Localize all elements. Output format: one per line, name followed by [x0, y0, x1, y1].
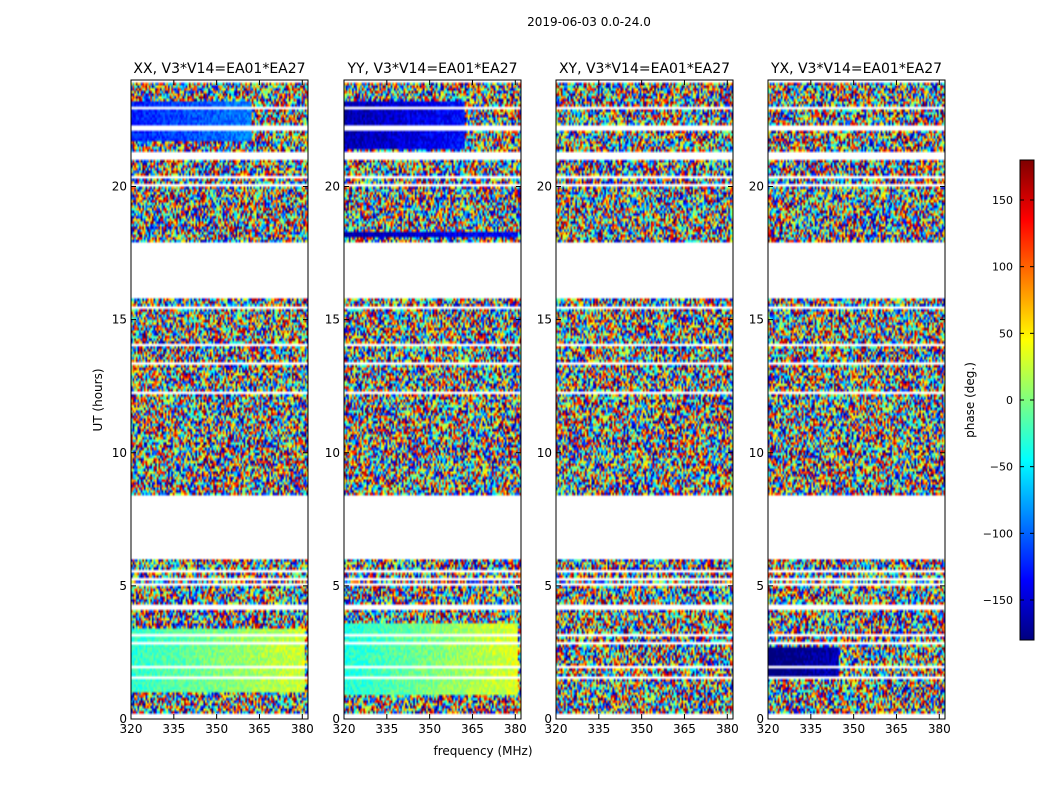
colorbar-tick-label: 0 — [1006, 394, 1013, 407]
panel-frame — [767, 79, 946, 720]
y-tick-label: 10 — [325, 446, 340, 460]
panel-frame — [130, 79, 309, 720]
colorbar-tick-label: −100 — [983, 527, 1013, 540]
y-tick-label: 10 — [112, 446, 127, 460]
panel-title: XX, V3*V14=EA01*EA27 — [133, 61, 305, 77]
x-tick-label: 335 — [162, 722, 185, 736]
y-tick-label: 15 — [749, 313, 764, 327]
y-tick-label: 20 — [325, 180, 340, 194]
y-tick-label: 5 — [544, 579, 552, 593]
heatmap-cells-1 — [131, 80, 308, 719]
x-tick-label: 365 — [248, 722, 271, 736]
panel-title: YY, V3*V14=EA01*EA27 — [346, 61, 517, 77]
y-tick-label: 15 — [112, 313, 127, 327]
x-tick-label: 320 — [120, 722, 143, 736]
x-tick-label: 350 — [418, 722, 441, 736]
panel-title: YX, V3*V14=EA01*EA27 — [770, 61, 942, 77]
y-axis-label: UT (hours) — [91, 368, 105, 431]
heatmap-cells-3 — [556, 80, 733, 719]
colorbar-tick-label: 150 — [992, 194, 1013, 207]
colorbar-tick-label: −150 — [983, 594, 1013, 607]
colorbar-label: phase (deg.) — [963, 362, 977, 438]
figure-suptitle: 2019-06-03 0.0-24.0 — [527, 15, 651, 29]
x-tick-label: 335 — [799, 722, 822, 736]
heatmap-cells-2 — [344, 80, 521, 719]
x-tick-label: 320 — [545, 722, 568, 736]
colorbar-tick-label: 100 — [992, 261, 1013, 274]
x-tick-label: 380 — [928, 722, 951, 736]
heatmap-cells-4 — [768, 80, 945, 719]
x-tick-label: 350 — [205, 722, 228, 736]
heatmap-panel-3: XY, V3*V14=EA01*EA27 320 335 350 365 380 0 5 10 1… — [537, 61, 739, 736]
x-tick-label: 350 — [630, 722, 653, 736]
y-tick-label: 0 — [332, 712, 340, 726]
x-tick-label: 320 — [757, 722, 780, 736]
colorbar: 150 100 50 0 −50 −100 −150 phase (deg.) — [963, 159, 1035, 641]
panel-title: XY, V3*V14=EA01*EA27 — [559, 61, 730, 77]
y-tick-label: 0 — [119, 712, 127, 726]
y-tick-label: 5 — [332, 579, 340, 593]
panel-frame — [343, 79, 522, 720]
x-tick-label: 365 — [461, 722, 484, 736]
y-tick-label: 5 — [119, 579, 127, 593]
y-tick-label: 15 — [537, 313, 552, 327]
y-tick-label: 10 — [537, 446, 552, 460]
x-tick-label: 320 — [333, 722, 356, 736]
y-tick-label: 0 — [544, 712, 552, 726]
heatmap-panel-2: YY, V3*V14=EA01*EA27 320 335 350 365 380 0 5 10 1… — [325, 61, 527, 736]
x-tick-label: 380 — [716, 722, 739, 736]
x-tick-label: 365 — [673, 722, 696, 736]
x-tick-label: 380 — [291, 722, 314, 736]
y-tick-label: 20 — [749, 180, 764, 194]
x-tick-label: 335 — [375, 722, 398, 736]
x-tick-label: 350 — [842, 722, 865, 736]
panels-group: XX, V3*V14=EA01*EA27 320 335 350 365 380 0 5 10 1… — [112, 61, 951, 736]
y-tick-label: 20 — [112, 180, 127, 194]
y-tick-label: 15 — [325, 313, 340, 327]
y-tick-label: 10 — [749, 446, 764, 460]
x-tick-label: 335 — [587, 722, 610, 736]
x-axis-label: frequency (MHz) — [433, 744, 532, 758]
y-tick-label: 5 — [756, 579, 764, 593]
x-tick-label: 365 — [885, 722, 908, 736]
panel-frame — [555, 79, 734, 720]
colorbar-ticks: 150 100 50 0 −50 −100 −150 — [983, 194, 1034, 607]
y-tick-label: 0 — [756, 712, 764, 726]
colorbar-tick-label: −50 — [990, 461, 1013, 474]
heatmap-panel-1: XX, V3*V14=EA01*EA27 320 335 350 365 380 0 5 10 1… — [112, 61, 314, 736]
y-tick-label: 20 — [537, 180, 552, 194]
x-tick-label: 380 — [504, 722, 527, 736]
heatmap-panel-4: YX, V3*V14=EA01*EA27 320 335 350 365 380 0 5 10 1… — [749, 61, 951, 736]
colorbar-tick-label: 50 — [999, 327, 1013, 340]
